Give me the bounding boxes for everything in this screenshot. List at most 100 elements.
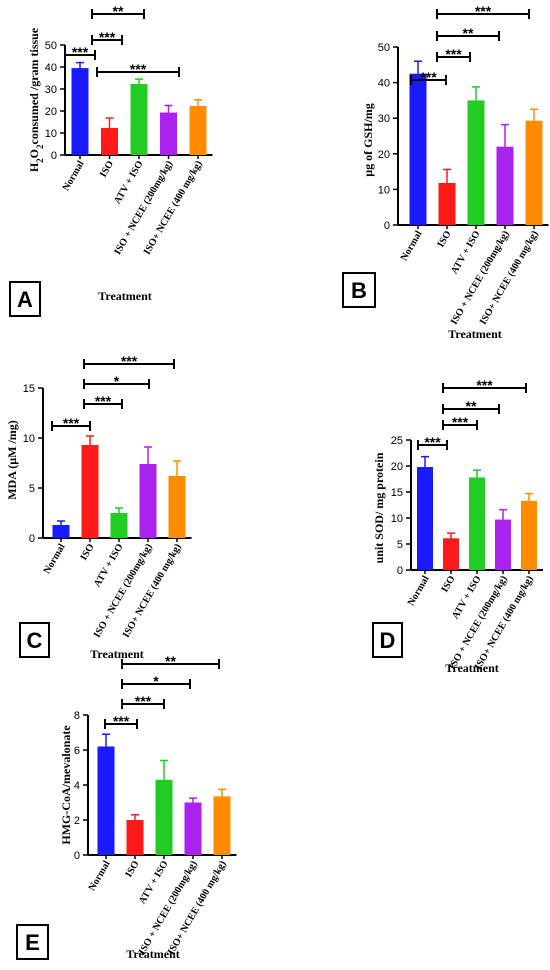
significance-label: *** [445, 46, 462, 62]
y-tick-label: 0 [384, 220, 390, 232]
x-tick-label: ATV + ISO [449, 229, 483, 276]
bar [101, 127, 118, 155]
x-tick-label: ISO [123, 859, 141, 880]
y-axis-label: µg of GSH/mg [361, 103, 375, 177]
bar [469, 477, 485, 570]
x-axis-label: Treatment [90, 647, 144, 661]
panel-label-box [342, 272, 376, 308]
y-tick-label: 4 [74, 780, 80, 792]
significance-label: * [114, 373, 120, 389]
bar [126, 820, 144, 855]
panel-label-box [16, 924, 49, 960]
panel-label-box [19, 622, 50, 658]
significance-label: *** [63, 415, 80, 431]
y-tick-label: 6 [74, 745, 80, 757]
y-tick-label: 15 [23, 383, 35, 395]
x-tick-label: ISO+ NCEE (400 mg/kg) [166, 859, 229, 957]
significance-label: ** [463, 25, 474, 41]
x-tick-label: ISO [98, 159, 116, 180]
y-tick-label: 20 [391, 461, 403, 473]
y-axis-label: MDA (µM /mg) [5, 420, 19, 500]
bar [168, 476, 186, 538]
bar [139, 464, 157, 538]
x-tick-label: ATV + ISO [92, 542, 126, 589]
panel-label: E [25, 930, 40, 955]
y-axis-label-part: O [27, 149, 41, 158]
x-tick-label: ISO + NCEE (200mg/kg) [112, 159, 175, 257]
significance-label: *** [130, 61, 147, 77]
significance-label: *** [420, 69, 437, 85]
significance-label: *** [424, 434, 441, 450]
significance-label: ** [113, 3, 124, 19]
x-tick-label: ISO [78, 542, 96, 563]
bar [525, 120, 543, 225]
significance-label: *** [99, 29, 116, 45]
panel-label: B [351, 278, 367, 303]
x-tick-label: ISO [439, 574, 457, 595]
x-tick-label: Normal [87, 859, 113, 893]
bar [71, 68, 89, 155]
bar [495, 519, 511, 570]
y-tick-label: 10 [45, 128, 57, 140]
significance-label: *** [72, 44, 89, 60]
x-axis-label: Treatment [126, 947, 180, 961]
bar [110, 513, 128, 538]
panel-label: C [27, 628, 43, 653]
panel-label: D [380, 628, 396, 653]
significance-label: *** [475, 3, 492, 19]
x-tick-label: ATV + ISO [112, 159, 146, 206]
y-tick-label: 10 [391, 513, 403, 525]
bar [189, 105, 207, 155]
bar [438, 182, 456, 225]
y-tick-label: 15 [391, 487, 403, 499]
bar [160, 112, 177, 155]
bar [184, 802, 202, 855]
bar [417, 467, 433, 570]
bar [213, 796, 231, 855]
y-tick-label: 0 [74, 850, 80, 862]
x-tick-label: ISO+ NCEE (400 mg/kg) [478, 229, 541, 327]
y-tick-label: 5 [29, 483, 35, 495]
x-tick-label: Normal [61, 159, 87, 193]
bar [130, 83, 148, 155]
panel-label-box [9, 281, 41, 317]
y-axis-label-part: 2 [35, 144, 45, 149]
x-tick-label: ATV + ISO [137, 859, 171, 906]
significance-label: *** [476, 377, 493, 393]
y-axis-label-part: consumed /gram tissue [27, 27, 41, 144]
y-tick-label: 30 [378, 113, 390, 125]
significance-label: *** [452, 414, 469, 430]
y-tick-label: 2 [74, 815, 80, 827]
significance-label: *** [121, 353, 138, 369]
y-tick-label: 25 [391, 435, 403, 447]
y-tick-label: 0 [397, 565, 403, 577]
y-axis-label: H2O2consumed /gram tissue [27, 27, 45, 172]
significance-label: ** [466, 398, 477, 414]
significance-label: *** [135, 693, 152, 709]
bar [81, 445, 99, 538]
y-tick-label: 40 [378, 78, 390, 90]
significance-label: * [153, 673, 159, 689]
panel-label: A [17, 287, 33, 312]
bar [409, 73, 427, 225]
bar [52, 525, 70, 538]
y-tick-label: 10 [23, 433, 35, 445]
bar [467, 100, 485, 225]
bar [521, 500, 537, 570]
significance-label: ** [165, 653, 176, 669]
y-tick-label: 40 [45, 62, 57, 74]
x-tick-label: ISO [435, 229, 453, 250]
y-axis-label-part: 2 [35, 158, 45, 163]
x-tick-label: Normal [399, 229, 425, 263]
y-axis-label: HMG-CoA/mevalonate [59, 725, 73, 845]
bar [97, 746, 115, 855]
significance-label: *** [113, 713, 130, 729]
x-tick-label: ISO+ NCEE (400 mg/kg) [121, 542, 184, 640]
bar [155, 779, 173, 855]
y-tick-label: 8 [74, 710, 80, 722]
